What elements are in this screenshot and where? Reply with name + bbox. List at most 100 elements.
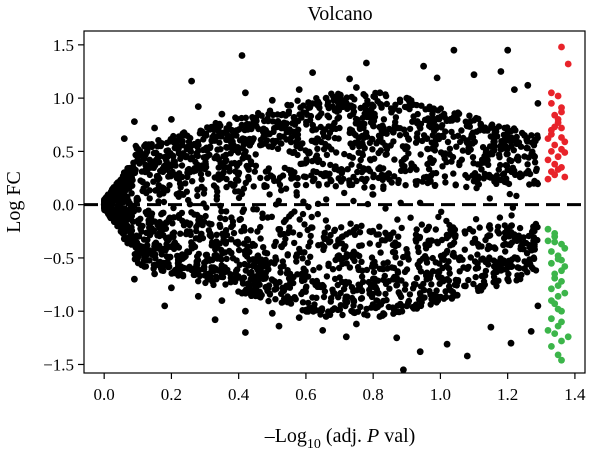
cloud-point [329, 103, 336, 110]
cloud-point [358, 273, 366, 280]
cloud-point [445, 277, 453, 284]
cloud-point [465, 123, 472, 130]
not_significant-point [443, 340, 451, 348]
not_significant-point [208, 137, 216, 145]
cloud-point [495, 151, 503, 158]
up-point [548, 148, 555, 155]
cloud-point [274, 145, 282, 152]
cloud-point [497, 161, 504, 169]
cloud-point [354, 139, 361, 147]
cloud-point [412, 178, 419, 185]
cloud-point [358, 222, 365, 229]
cloud-point [513, 277, 520, 284]
down-point [558, 267, 565, 275]
up-point [564, 60, 572, 68]
cloud-point [128, 212, 135, 219]
cloud-point [334, 99, 342, 106]
cloud-point [471, 258, 479, 265]
cloud-point [515, 139, 523, 146]
cloud-point [383, 150, 390, 158]
cloud-point [154, 153, 162, 161]
x-axis-label-subscript: 10 [307, 437, 321, 452]
cloud-point [299, 288, 307, 295]
cloud-point [205, 227, 213, 234]
not_significant-point [242, 329, 249, 336]
cloud-point [444, 138, 452, 146]
cloud-point [432, 123, 440, 130]
cloud-point [240, 240, 248, 247]
down-point [551, 330, 559, 337]
cloud-point [532, 267, 540, 274]
not_significant-point [211, 316, 219, 324]
cloud-point [422, 241, 429, 248]
not_significant-point [420, 62, 427, 70]
cloud-point [213, 192, 221, 200]
cloud-point [359, 267, 366, 274]
not_significant-point [295, 314, 303, 321]
cloud-point [409, 118, 416, 125]
cloud-point [198, 176, 205, 183]
cloud-point [481, 281, 488, 288]
cloud-point [291, 169, 298, 176]
cloud-point [179, 138, 186, 145]
cloud-point [164, 187, 171, 194]
cloud-point [335, 167, 342, 174]
cloud-point [470, 160, 477, 167]
cloud-point [282, 185, 290, 192]
not_significant-point [151, 270, 159, 278]
cloud-point [287, 300, 295, 307]
cloud-point [403, 246, 410, 253]
cloud-point [142, 244, 149, 251]
cloud-point [324, 181, 331, 188]
cloud-point [424, 179, 431, 187]
up-point [554, 166, 562, 173]
cloud-point [329, 266, 337, 273]
down-point [558, 356, 565, 364]
cloud-point [208, 221, 215, 228]
cloud-point [392, 114, 400, 121]
cloud-point [401, 286, 409, 293]
cloud-point [240, 185, 248, 192]
cloud-point [296, 245, 303, 253]
cloud-point [372, 304, 380, 312]
cloud-point [361, 184, 368, 191]
cloud-point [304, 308, 312, 315]
cloud-point [402, 131, 410, 138]
cloud-point [417, 151, 424, 158]
cloud-point [398, 308, 406, 315]
cloud-point [497, 176, 505, 184]
cloud-point [150, 265, 157, 272]
cloud-point [194, 138, 202, 146]
cloud-point [337, 256, 344, 263]
cloud-point [278, 140, 285, 147]
not_significant-point [389, 275, 397, 283]
cloud-point [356, 229, 364, 236]
cloud-point [434, 114, 442, 122]
cloud-point [291, 294, 298, 301]
cloud-point [325, 260, 332, 267]
cloud-point [441, 155, 448, 162]
cloud-point [516, 264, 523, 272]
cloud-point [230, 229, 238, 237]
cloud-point [469, 140, 476, 147]
cloud-point [364, 109, 371, 117]
cloud-point [433, 287, 440, 294]
cloud-point [264, 117, 272, 125]
cloud-point [486, 222, 493, 229]
cloud-point [362, 92, 369, 100]
cloud-point [246, 135, 253, 143]
cloud-point [240, 223, 248, 231]
cloud-point [481, 125, 489, 133]
cloud-point [368, 101, 376, 108]
cloud-point [373, 231, 380, 238]
cloud-point [176, 266, 184, 273]
cloud-point [178, 162, 186, 169]
cloud-point [216, 240, 223, 247]
cloud-point [406, 291, 414, 298]
cloud-point [299, 210, 307, 218]
plot-frame [83, 30, 586, 374]
cloud-point [528, 139, 536, 146]
cloud-point [453, 143, 460, 150]
cloud-point [223, 175, 230, 183]
cloud-point [238, 114, 245, 122]
